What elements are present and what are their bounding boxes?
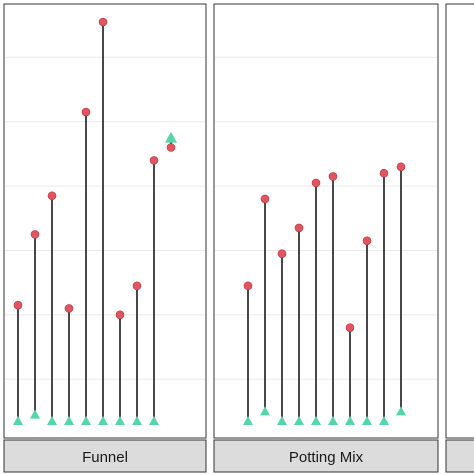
- start-point: [30, 409, 40, 419]
- start-point: [13, 416, 23, 425]
- start-point: [311, 416, 321, 425]
- start-point: [345, 416, 355, 425]
- end-point: [345, 323, 355, 332]
- facet-panel-1: Funnel: [3, 3, 207, 473]
- start-point: [362, 416, 372, 425]
- start-point: [132, 416, 142, 425]
- end-point: [47, 191, 57, 201]
- start-point: [81, 416, 91, 425]
- strip-background: [3, 439, 207, 473]
- start-point: [379, 416, 389, 425]
- strip-label: Funnel: [82, 449, 128, 466]
- end-point: [243, 281, 253, 291]
- end-point: [260, 194, 270, 204]
- start-point: [47, 416, 57, 425]
- end-point: [362, 236, 372, 246]
- start-point: [98, 416, 108, 425]
- strip-label: Potting Mix: [289, 449, 364, 466]
- extra-start-point: [165, 131, 177, 143]
- end-point: [294, 223, 304, 233]
- strip-background: [213, 439, 439, 473]
- extra-end-point: [166, 143, 176, 152]
- end-point: [115, 310, 125, 320]
- end-point: [379, 168, 389, 178]
- start-point: [243, 416, 253, 425]
- end-point: [13, 300, 23, 310]
- end-point: [132, 281, 142, 291]
- end-point: [98, 17, 108, 27]
- end-point: [277, 249, 287, 258]
- panel-3-partial: [445, 3, 474, 473]
- start-point: [149, 416, 159, 425]
- panel-3-background: [445, 3, 474, 439]
- start-point: [396, 406, 406, 416]
- end-point: [311, 178, 321, 188]
- facet-panel-2: Potting Mix: [213, 3, 439, 473]
- panel-3-strip: [445, 439, 474, 473]
- end-point: [64, 304, 74, 313]
- panel-background: [3, 3, 207, 439]
- start-point: [115, 416, 125, 425]
- start-point: [277, 416, 287, 425]
- facets-layer: Funnel Potting Mix: [3, 3, 439, 473]
- end-point: [149, 156, 159, 165]
- end-point: [81, 107, 91, 117]
- end-point: [396, 162, 406, 172]
- start-point: [294, 416, 304, 425]
- start-point: [328, 416, 338, 425]
- end-point: [30, 230, 40, 239]
- end-point: [328, 172, 338, 181]
- start-point: [64, 416, 74, 425]
- start-point: [260, 406, 270, 416]
